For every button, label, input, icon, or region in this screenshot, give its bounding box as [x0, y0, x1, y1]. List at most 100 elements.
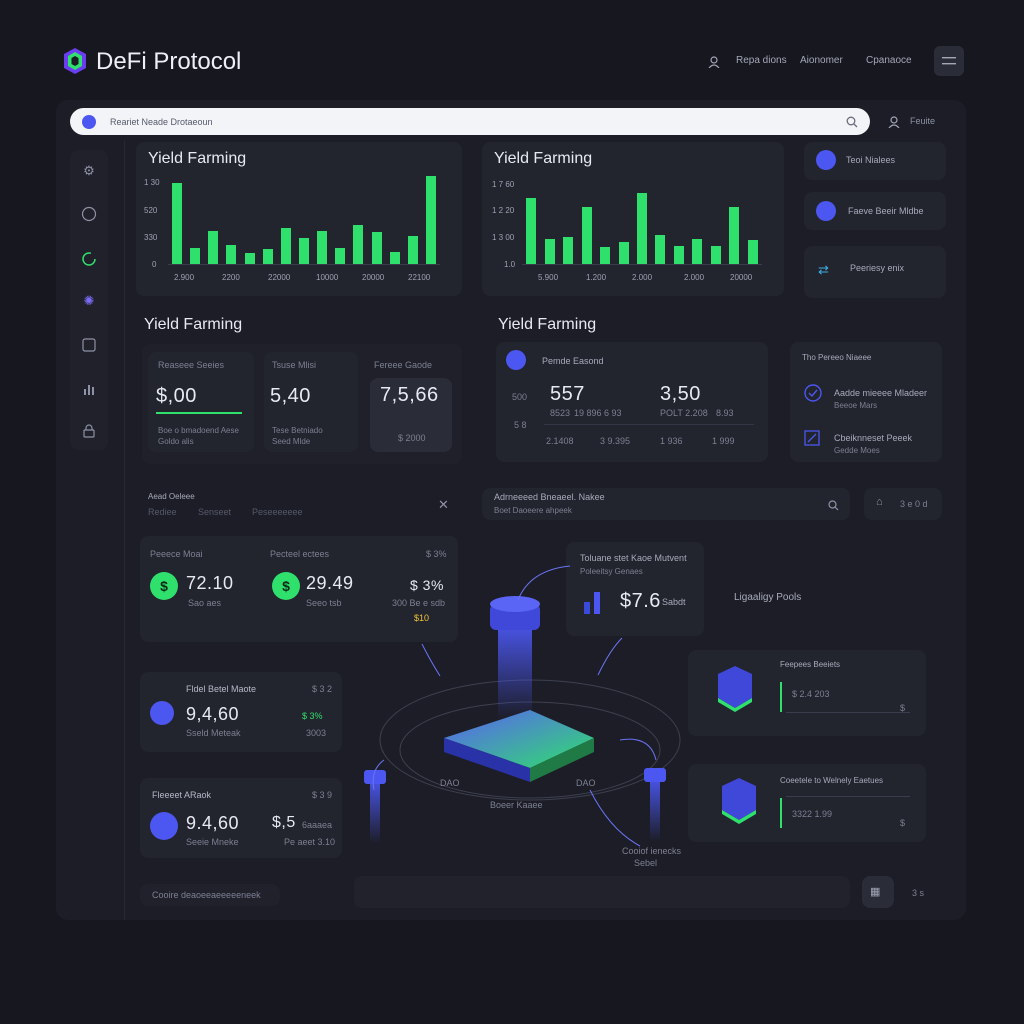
stat-value-1: 72.10 — [186, 573, 234, 593]
nav-item-3[interactable]: Cpanaoce — [866, 55, 912, 66]
chart-title-1: Yield Farming — [148, 150, 247, 167]
close-icon[interactable]: ✕ — [438, 497, 449, 512]
search2-bar[interactable] — [482, 488, 850, 520]
stat-value-2: 29.49 — [306, 573, 354, 593]
search-icon[interactable] — [846, 115, 858, 133]
chart-bar — [208, 231, 219, 264]
lock-icon[interactable] — [80, 422, 98, 440]
user-icon[interactable] — [708, 55, 720, 69]
search-side-label[interactable]: Feuite — [910, 116, 936, 126]
search2-sub: Boet Daoeere ahpeek — [494, 506, 572, 515]
diagram-label-left: DAO — [440, 778, 460, 788]
pool-value: $ 2.4 203 — [792, 689, 830, 699]
pool-title: Coeetele to Welnely Eaetues — [780, 776, 884, 785]
token-card-value: 9,4,60 — [186, 704, 240, 724]
footer-left-label: Cooire deaoeeaeeeeeneek — [152, 890, 261, 900]
search-avatar — [82, 115, 96, 129]
arrow-box-icon — [804, 430, 820, 451]
filter-tab[interactable]: Rediee — [148, 507, 177, 517]
settings-icon[interactable]: ✺ — [83, 293, 95, 308]
search2-side[interactable] — [864, 488, 942, 520]
refresh-icon[interactable] — [80, 250, 98, 268]
side-value: 500 — [512, 392, 528, 402]
dollar-icon: $ — [272, 572, 300, 600]
progress-bar — [156, 412, 242, 414]
wallet-icon[interactable] — [80, 336, 98, 354]
stats-header: $ 3% — [426, 549, 447, 559]
x-tick: 20000 — [730, 273, 753, 282]
filter-title: Aead Oeleee — [148, 492, 195, 501]
x-tick: 10000 — [316, 273, 339, 282]
chart-bar — [299, 238, 309, 264]
right-list-panel — [790, 342, 942, 462]
token-card-value: 9.4,60 — [186, 813, 240, 833]
user-icon-search[interactable] — [888, 115, 900, 133]
diagram-label-center: Boeer Kaaee — [490, 800, 543, 810]
search-icon[interactable] — [828, 498, 839, 516]
chart-bar — [692, 238, 703, 264]
right-item-label-2: Faeve Beeir Mldbe — [848, 206, 924, 216]
menu-button[interactable] — [934, 46, 964, 76]
yield-card-sub: Boe o bmadoend Aese — [158, 426, 239, 435]
diagram-label-bottom2: Sebel — [634, 858, 658, 868]
right-list-title: Tho Pereeo Niaeee — [802, 353, 872, 362]
right-list-item-title[interactable]: Aadde mieeee Mladeer — [834, 388, 928, 398]
y-tick: 330 — [144, 233, 158, 242]
token-card-sub: Sseld Meteak — [186, 728, 241, 738]
token-card-tag: $ 3 9 — [312, 790, 333, 800]
chart-bar — [618, 242, 629, 264]
chart-bar — [655, 234, 666, 264]
grid-icon: ▦ — [870, 886, 881, 898]
footer-button[interactable] — [862, 876, 894, 908]
footer-left[interactable] — [140, 884, 280, 906]
coin-icon[interactable] — [80, 205, 98, 223]
chart-bar — [226, 244, 237, 264]
token-icon — [150, 701, 174, 725]
token-card-right-sub: 3003 — [306, 728, 327, 738]
yield-card-label: Reaseee Seeies — [158, 360, 225, 370]
chart-bar — [544, 238, 555, 264]
x-tick: 5.900 — [538, 273, 559, 282]
right-list-item-title[interactable]: Cbeiknneset Peeek — [834, 433, 913, 443]
x-tick: 22100 — [408, 273, 431, 282]
pool-title: Feepees Beeiets — [780, 660, 841, 669]
bank-icon: ⌂ — [876, 496, 883, 508]
chart-bar — [581, 206, 592, 264]
gear-icon[interactable]: ⚙ — [83, 163, 95, 178]
token-icon — [816, 201, 836, 221]
x-tick: 1.200 — [586, 273, 607, 282]
nav-item-2[interactable]: Aionomer — [800, 55, 843, 66]
token-icon — [506, 350, 526, 370]
y-tick: 1 2 20 — [492, 206, 515, 215]
search2-side-label: 3 e 0 d — [900, 499, 928, 509]
logo — [60, 46, 90, 76]
pool-tag: $ — [900, 818, 906, 828]
x-tick: 2200 — [222, 273, 240, 282]
right-item-3[interactable] — [804, 246, 946, 298]
chart-bar — [526, 198, 537, 264]
dollar-icon: $ — [150, 572, 178, 600]
chart-card-1 — [136, 142, 462, 296]
app-title: DeFi Protocol — [96, 48, 242, 75]
divider — [544, 424, 754, 425]
search-input[interactable] — [108, 112, 812, 132]
filter-tab[interactable]: Senseet — [198, 507, 232, 517]
right-list-item-sub: Beeoe Mars — [834, 401, 878, 410]
cube-icon — [720, 776, 758, 831]
nav-item-1[interactable]: Repa dions — [736, 55, 787, 66]
yield-card-2 — [264, 352, 358, 452]
liquidity-diagram — [364, 565, 681, 847]
search2-value: Adrneeeed Bneaeel. Nakee — [494, 492, 605, 502]
y-tick: 1 7 60 — [492, 180, 515, 189]
sidebar — [70, 150, 108, 450]
pool-value: 3322 1.99 — [792, 809, 833, 819]
chart-bar — [172, 183, 183, 264]
token-card-right: $,5 — [272, 814, 296, 831]
chart-icon[interactable] — [80, 380, 98, 398]
right-item-label-1: Teoi Nialees — [846, 155, 896, 165]
yield-card-sub: $ 2000 — [398, 433, 426, 443]
yield-card-value: $,00 — [156, 385, 197, 407]
footer-input[interactable] — [354, 876, 850, 908]
check-icon — [804, 384, 822, 407]
filter-tab[interactable]: Peseeeeeee — [252, 507, 303, 517]
